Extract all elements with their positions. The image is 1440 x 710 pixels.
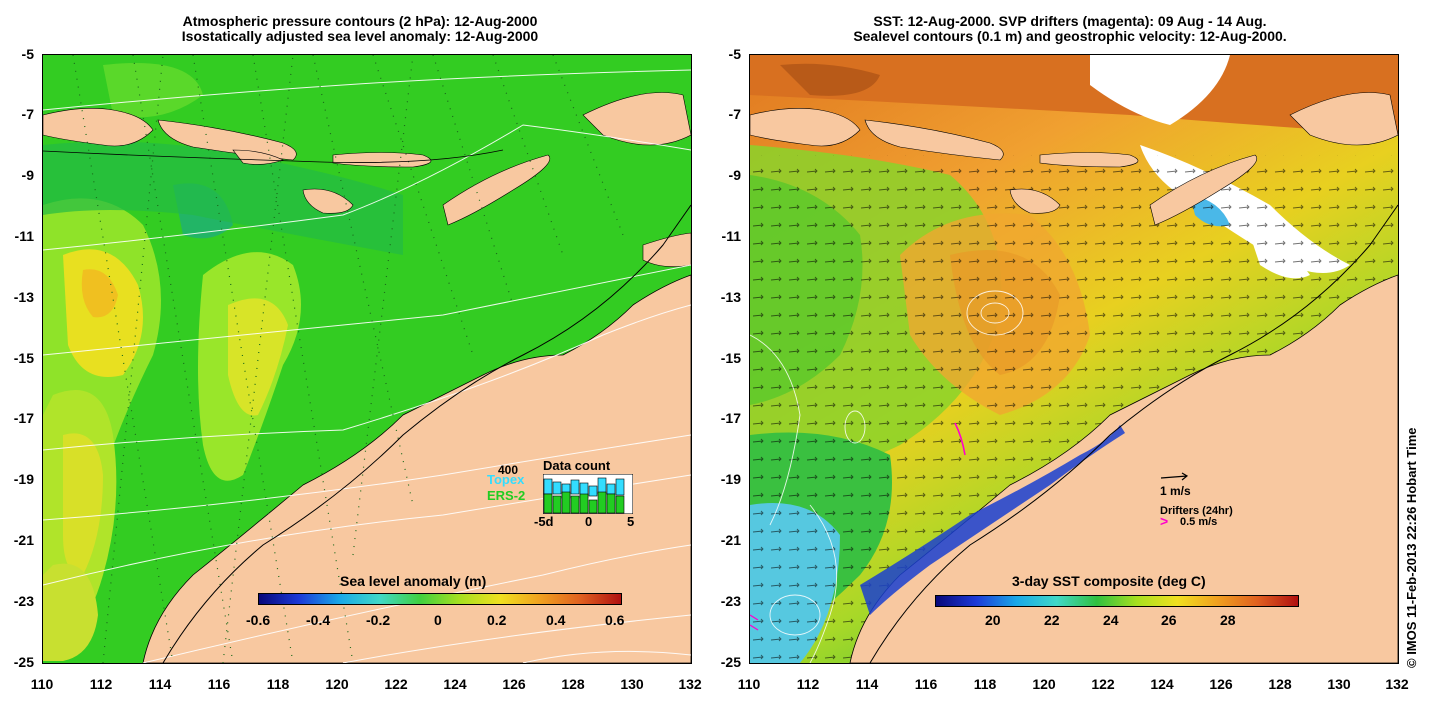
left-x-tick: 130	[620, 676, 644, 692]
right-y-tick: -5	[728, 46, 741, 62]
left-x-tick: 118	[266, 676, 290, 692]
inset-title: Data count	[543, 458, 611, 473]
right-x-tick: 116	[914, 676, 938, 692]
inset-max-label: 400	[498, 463, 519, 477]
right-y-tick: -23	[720, 593, 741, 609]
right-x-tick: 112	[796, 676, 820, 692]
right-y-tick: -21	[720, 532, 741, 548]
inset-x-tick-3: 5	[627, 514, 635, 529]
left-x-tick: 132	[678, 676, 702, 692]
left-y-tick: -7	[21, 106, 34, 122]
right-x-tick: 118	[973, 676, 997, 692]
right-map-title: SST: 12-Aug-2000. SVP drifters (magenta)…	[790, 14, 1350, 44]
right-y-tick: -7	[728, 106, 741, 122]
inset-topex-label: Topex	[487, 472, 525, 487]
sst-colorbar	[935, 595, 1299, 607]
sla-tick-1: -0.6	[246, 612, 271, 628]
sla-colorbar	[258, 593, 622, 605]
sla-colorbar-title: Sea level anomaly (m)	[340, 573, 487, 589]
sla-tick-6: 0.4	[546, 612, 566, 628]
left-x-tick: 112	[89, 676, 113, 692]
drifter-arrow-icon: >	[1160, 513, 1169, 529]
right-x-tick: 124	[1150, 676, 1174, 692]
drifter-legend-label: Drifters (24hr)	[1160, 505, 1233, 517]
right-y-tick: -9	[728, 167, 741, 183]
left-y-tick: -9	[21, 167, 34, 183]
left-y-tick: -15	[13, 350, 34, 366]
right-x-tick: 110	[737, 676, 761, 692]
left-y-tick: -17	[13, 410, 34, 426]
sla-tick-4: 0	[434, 612, 442, 628]
sst-tick-1: 20	[985, 612, 1001, 628]
right-y-tick: -11	[721, 228, 741, 244]
right-y-tick: -19	[720, 471, 741, 487]
left-y-tick: -5	[21, 46, 34, 62]
inset-ers2-label: ERS-2	[487, 488, 526, 503]
left-x-tick: 128	[561, 676, 585, 692]
right-y-tick: -17	[720, 410, 741, 426]
left-map-panel	[42, 54, 692, 664]
right-x-tick: 130	[1327, 676, 1351, 692]
left-y-tick: -19	[13, 471, 34, 487]
sst-tick-3: 24	[1103, 612, 1119, 628]
sea-level-anomaly-map	[43, 55, 691, 663]
sla-tick-2: -0.4	[306, 612, 331, 628]
sst-tick-5: 28	[1220, 612, 1236, 628]
right-y-tick: -15	[720, 350, 741, 366]
right-y-tick: -13	[720, 289, 741, 305]
left-x-tick: 122	[384, 676, 408, 692]
right-x-tick: 122	[1091, 676, 1115, 692]
right-title-line2: Sealevel contours (0.1 m) and geostrophi…	[853, 28, 1287, 44]
left-y-tick: -13	[13, 289, 34, 305]
left-y-tick: -11	[14, 228, 34, 244]
drifter-scale-label: 0.5 m/s	[1180, 516, 1218, 528]
inset-x-tick-1: -5d	[534, 514, 554, 529]
right-title-line1: SST: 12-Aug-2000. SVP drifters (magenta)…	[873, 13, 1267, 29]
velocity-scale-arrow-icon	[1160, 472, 1189, 481]
right-x-tick: 126	[1209, 676, 1233, 692]
data-count-histogram	[543, 474, 633, 514]
sst-colorbar-title: 3-day SST composite (deg C)	[1012, 573, 1206, 589]
left-title-line1: Atmospheric pressure contours (2 hPa): 1…	[182, 13, 538, 29]
left-x-tick: 114	[148, 676, 172, 692]
left-map-title: Atmospheric pressure contours (2 hPa): 1…	[100, 14, 620, 44]
sla-tick-5: 0.2	[487, 612, 507, 628]
inset-x-tick-2: 0	[585, 514, 593, 529]
left-y-tick: -25	[13, 654, 34, 670]
sla-tick-3: -0.2	[366, 612, 391, 628]
left-x-tick: 124	[443, 676, 467, 692]
right-x-tick: 128	[1268, 676, 1292, 692]
left-y-tick: -23	[13, 593, 34, 609]
sst-map	[750, 55, 1398, 663]
left-x-tick: 116	[207, 676, 231, 692]
sst-tick-4: 26	[1161, 612, 1177, 628]
left-x-tick: 110	[30, 676, 54, 692]
right-x-tick: 114	[855, 676, 879, 692]
left-x-tick: 126	[502, 676, 526, 692]
right-map-panel	[749, 54, 1399, 664]
credit-label: © IMOS 11-Feb-2013 22:26 Hobart Time	[1404, 427, 1419, 668]
left-title-line2: Isostatically adjusted sea level anomaly…	[181, 28, 539, 44]
velocity-scale-label: 1 m/s	[1160, 484, 1191, 498]
right-x-tick: 120	[1032, 676, 1056, 692]
left-y-tick: -21	[13, 532, 34, 548]
left-x-tick: 120	[325, 676, 349, 692]
sla-tick-7: 0.6	[605, 612, 625, 628]
right-x-tick: 132	[1385, 676, 1409, 692]
right-y-tick: -25	[720, 654, 741, 670]
sst-tick-2: 22	[1044, 612, 1060, 628]
